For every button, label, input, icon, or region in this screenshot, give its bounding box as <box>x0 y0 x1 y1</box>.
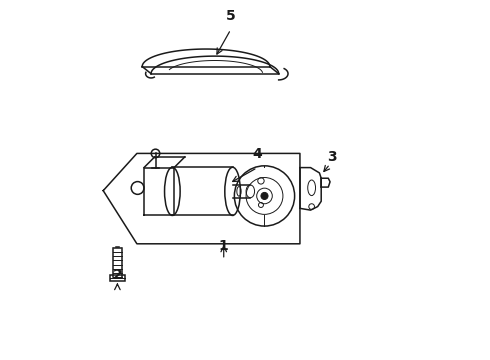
Circle shape <box>261 192 268 199</box>
Text: 5: 5 <box>226 9 236 23</box>
Text: 2: 2 <box>113 268 122 282</box>
Text: 1: 1 <box>219 239 229 253</box>
Text: 4: 4 <box>252 147 262 161</box>
Text: 3: 3 <box>327 150 337 164</box>
